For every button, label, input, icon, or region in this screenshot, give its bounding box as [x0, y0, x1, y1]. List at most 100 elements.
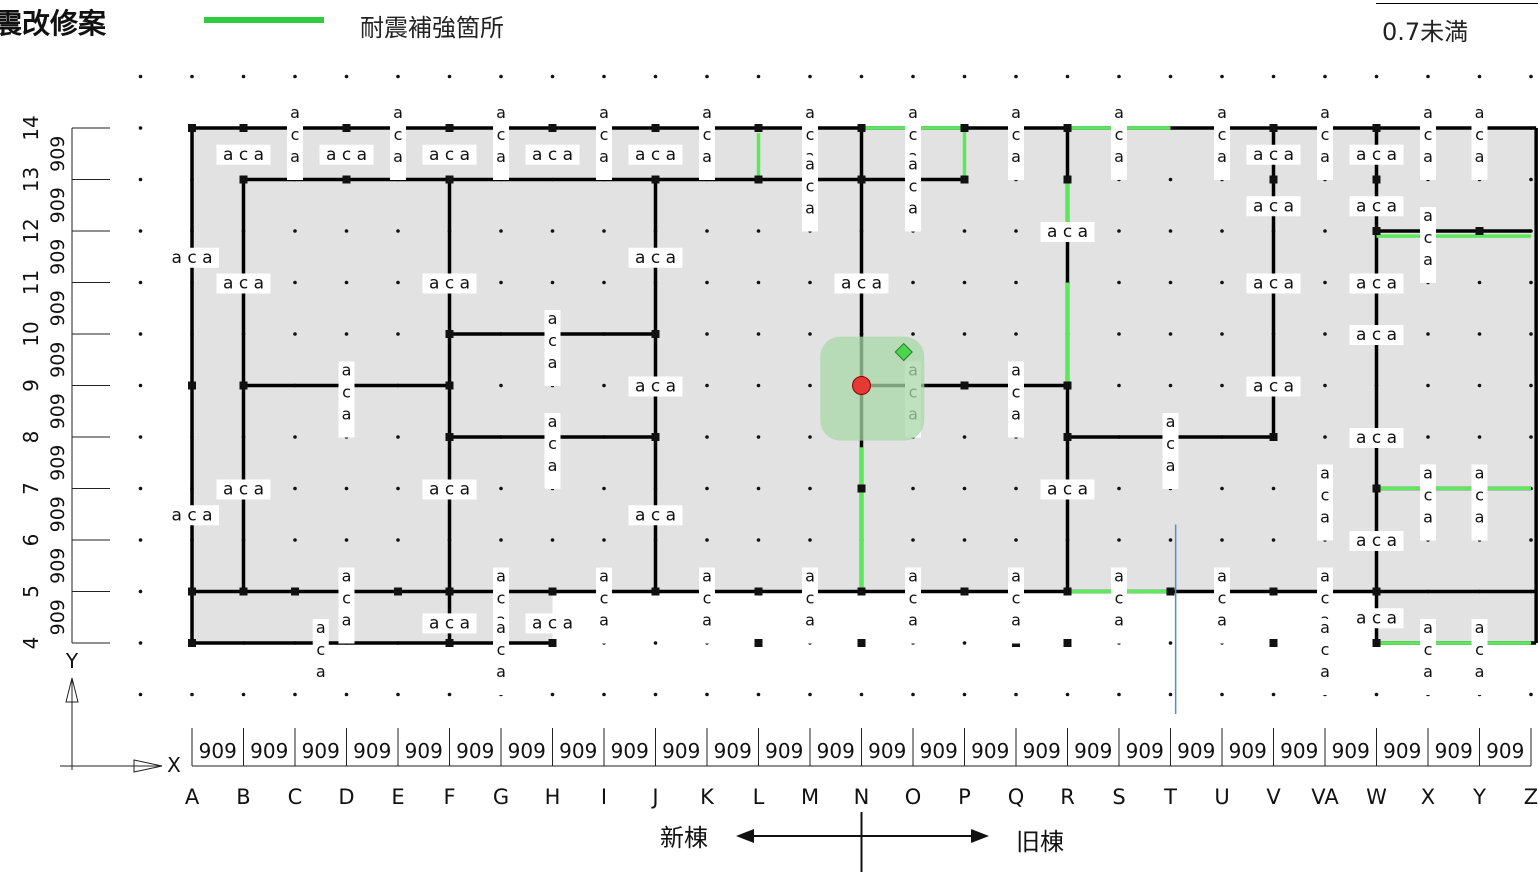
wall-strength-label: a: [1011, 405, 1021, 424]
edit-handle[interactable]: [894, 342, 913, 362]
wall-node[interactable]: [1269, 433, 1278, 441]
grid-dot: [344, 332, 349, 336]
wall-node[interactable]: [239, 175, 248, 184]
wall-node[interactable]: [445, 639, 454, 647]
wall-label-box: [699, 104, 715, 180]
wall-node[interactable]: [188, 124, 196, 132]
grid-dot: [911, 280, 915, 285]
grid-dot: [396, 435, 400, 439]
wall-node[interactable]: [651, 124, 660, 132]
wall-node[interactable]: [651, 587, 660, 596]
grid-dot: [1529, 538, 1533, 542]
wall-node[interactable]: [1063, 381, 1072, 390]
wall-node[interactable]: [754, 124, 763, 132]
wall-node[interactable]: [1372, 639, 1381, 647]
wall-node[interactable]: [445, 124, 454, 132]
wall-node[interactable]: [1269, 175, 1278, 184]
wall-node[interactable]: [1269, 639, 1278, 647]
x-column-label: O: [905, 785, 922, 809]
wall-node[interactable]: [857, 639, 866, 647]
wall-strength-label: a: [496, 662, 506, 681]
y-spacing-label: 909: [47, 342, 69, 378]
wall-node[interactable]: [445, 381, 454, 390]
wall-node[interactable]: [651, 433, 660, 441]
grid-dot: [705, 332, 709, 336]
wall-node[interactable]: [960, 124, 969, 132]
wall-node[interactable]: [1166, 587, 1175, 596]
wall-node[interactable]: [1372, 175, 1381, 184]
wall-node[interactable]: [1063, 175, 1072, 184]
grid-dot: [138, 332, 143, 336]
wall-node[interactable]: [1372, 124, 1381, 132]
wall-node[interactable]: [754, 587, 763, 596]
wall-node[interactable]: [960, 175, 969, 184]
wall-node[interactable]: [548, 639, 557, 647]
wall-node[interactable]: [857, 124, 866, 132]
grid-dot: [705, 692, 709, 697]
x-spacing-label: 909: [1280, 739, 1318, 763]
grid-dot: [1065, 692, 1070, 697]
wall-node[interactable]: [857, 484, 866, 493]
wall-node[interactable]: [394, 587, 402, 596]
wall-node[interactable]: [857, 587, 866, 596]
wall-node[interactable]: [239, 381, 248, 390]
grid-dot: [396, 486, 400, 491]
wall-strength-label: c: [703, 589, 712, 608]
grid-dot: [808, 435, 812, 439]
wall-node[interactable]: [239, 587, 248, 596]
wall-node[interactable]: [857, 175, 866, 184]
wall-node[interactable]: [754, 175, 763, 184]
wall-node[interactable]: [445, 587, 454, 596]
grid-dot: [962, 332, 967, 336]
wall-strength-label: a c a: [1047, 480, 1088, 500]
wall-node[interactable]: [342, 175, 351, 184]
wall-node[interactable]: [1063, 433, 1072, 441]
x-spacing-label: 909: [1074, 739, 1112, 763]
wall-node[interactable]: [445, 175, 454, 184]
wall-label-box: [628, 247, 683, 268]
wall-node[interactable]: [1063, 587, 1072, 596]
wall-node[interactable]: [188, 587, 196, 596]
grid-dot: [1168, 538, 1173, 542]
wall-strength-label: a: [1011, 361, 1021, 380]
wall-node[interactable]: [1372, 484, 1381, 493]
wall-node[interactable]: [188, 381, 196, 390]
wall-node[interactable]: [445, 433, 454, 441]
grid-dot: [962, 538, 967, 542]
x-column-label: X: [1421, 785, 1435, 809]
wall-node[interactable]: [291, 587, 299, 596]
x-column-label: Q: [1008, 785, 1025, 809]
wall-strength-label: c: [342, 383, 351, 402]
selected-node[interactable]: [852, 376, 871, 395]
grid-dot: [1117, 538, 1121, 542]
wall-node[interactable]: [651, 175, 660, 184]
grid-dot: [138, 486, 143, 491]
wall-node[interactable]: [1063, 124, 1072, 132]
wall-node[interactable]: [342, 124, 351, 132]
wall-node[interactable]: [548, 124, 557, 132]
wall-label-box: [802, 155, 818, 232]
wall-node[interactable]: [1269, 587, 1278, 596]
wall-node[interactable]: [1372, 587, 1381, 596]
grid-dot: [859, 692, 864, 697]
wall-node[interactable]: [548, 587, 557, 596]
wall-node[interactable]: [188, 639, 196, 647]
wall-node[interactable]: [960, 381, 969, 390]
grid-dot: [1220, 74, 1224, 79]
grid-dot: [344, 538, 349, 542]
wall-node[interactable]: [960, 587, 969, 596]
wall-node[interactable]: [239, 124, 248, 132]
wall-strength-label: a: [1166, 412, 1176, 431]
wall-node[interactable]: [445, 330, 454, 338]
selection-highlight[interactable]: [820, 336, 925, 441]
grid-dot: [138, 383, 143, 388]
wall-node[interactable]: [1063, 639, 1072, 647]
wall-strength-label: a: [1423, 206, 1433, 225]
wall-node[interactable]: [1475, 227, 1484, 235]
wall-node[interactable]: [754, 639, 763, 647]
wall-node[interactable]: [1269, 124, 1278, 132]
wall-node[interactable]: [651, 330, 660, 338]
grid-dot: [756, 538, 761, 542]
wall-node[interactable]: [1372, 227, 1381, 235]
